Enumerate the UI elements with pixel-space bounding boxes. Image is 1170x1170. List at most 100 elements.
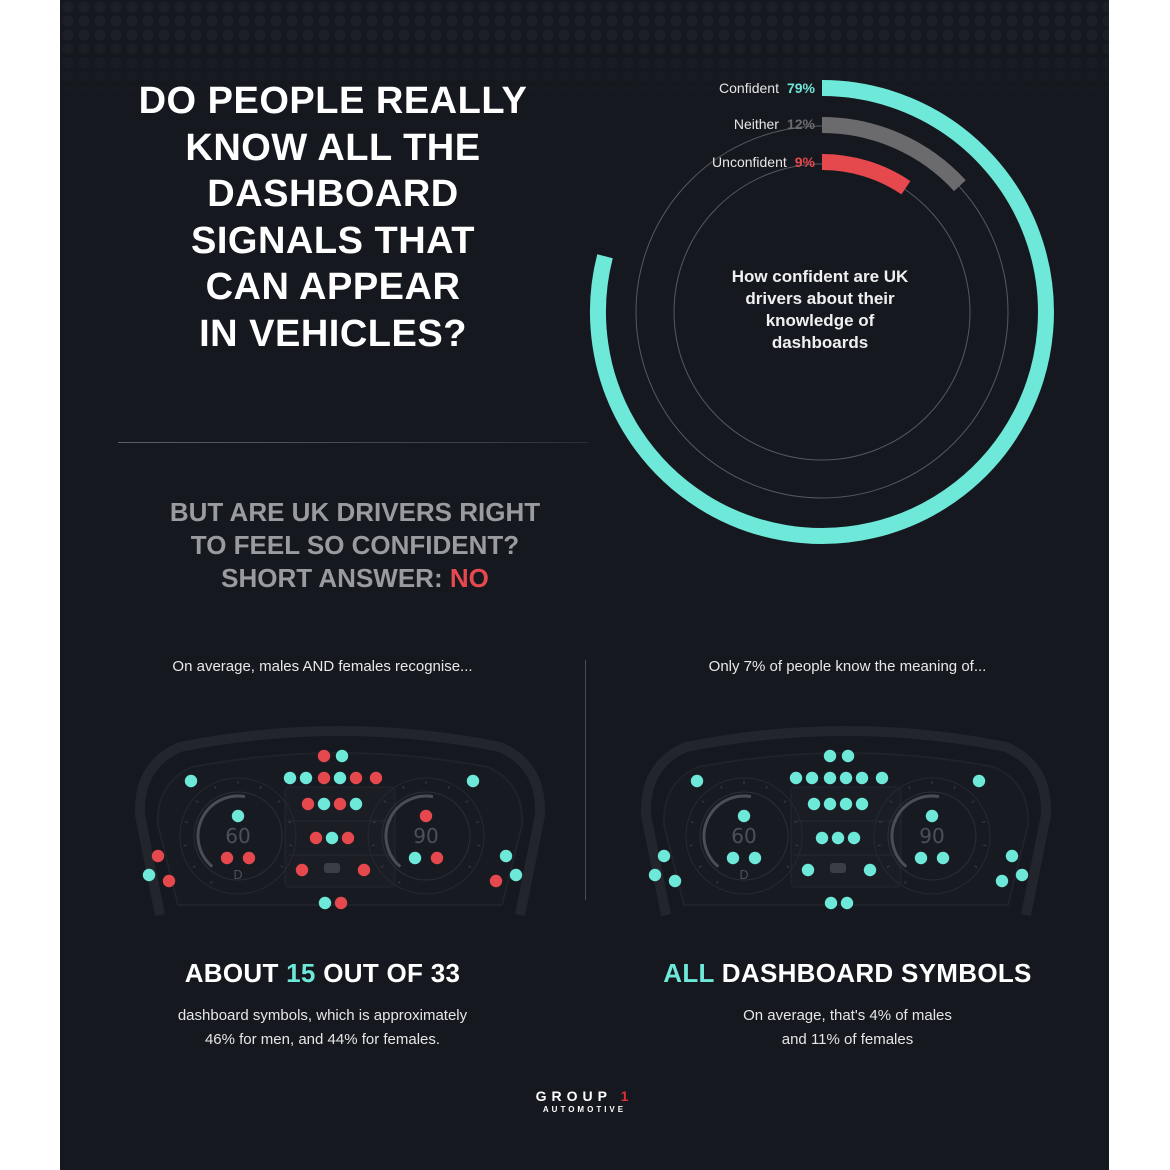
- title-line: DASHBOARD: [207, 173, 459, 215]
- headline-text: ABOUT: [184, 958, 287, 988]
- legend-unconfident: Unconfident 9%: [712, 152, 815, 172]
- symbol-dot-unrecognised: [301, 797, 315, 811]
- gauge: 90: [367, 777, 485, 895]
- section-divider: [118, 442, 588, 443]
- symbol-dot-recognised: [668, 874, 682, 888]
- headline-number: 15: [286, 958, 316, 988]
- symbol-dot-recognised: [737, 809, 751, 823]
- symbol-dot-recognised: [824, 896, 838, 910]
- symbol-dot-unrecognised: [357, 863, 371, 877]
- symbol-dot-recognised: [748, 851, 762, 865]
- gauge: 90: [873, 777, 991, 895]
- symbol-dot-recognised: [839, 771, 853, 785]
- right-intro: Only 7% of people know the meaning of...: [708, 658, 987, 675]
- subtext-line: 46% for men, and 44% for females.: [204, 1031, 441, 1048]
- symbol-dot-recognised: [847, 831, 861, 845]
- symbol-dot-recognised: [184, 774, 198, 788]
- title-line: DO PEOPLE REALLY: [138, 80, 528, 122]
- symbol-dot-recognised: [855, 771, 869, 785]
- symbol-dot-recognised: [726, 851, 740, 865]
- symbol-dot-recognised: [317, 797, 331, 811]
- legend-value: 12%: [786, 116, 815, 132]
- symbol-dot-recognised: [325, 831, 339, 845]
- symbol-dot-recognised: [841, 749, 855, 763]
- symbol-dot-recognised: [657, 849, 671, 863]
- symbol-dot-recognised: [231, 809, 245, 823]
- chart-caption: How confident are UK drivers about their…: [731, 267, 909, 352]
- car-icon: [830, 863, 846, 873]
- symbol-dot-unrecognised: [317, 771, 331, 785]
- gear-indicator: D: [739, 868, 748, 882]
- symbol-dot-recognised: [805, 771, 819, 785]
- right-subtext: On average, that's 4% of males and 11% o…: [585, 1004, 1109, 1052]
- title-line: IN VEHICLES?: [199, 312, 467, 355]
- title-line: CAN APPEAR: [205, 266, 461, 308]
- symbol-dot-recognised: [936, 851, 950, 865]
- symbol-dot-recognised: [499, 849, 513, 863]
- symbol-dot-recognised: [925, 809, 939, 823]
- symbol-dot-recognised: [648, 868, 662, 882]
- left-subtext: dashboard symbols, which is approximatel…: [60, 1004, 585, 1052]
- symbol-dot-unrecognised: [309, 831, 323, 845]
- symbol-dot-recognised: [1015, 868, 1029, 882]
- question-line: SHORT ANSWER:: [221, 563, 450, 593]
- gauge-value: 90: [919, 824, 944, 848]
- gauge-value: 60: [225, 824, 250, 848]
- subtext-line: On average, that's 4% of males: [743, 1007, 952, 1024]
- symbol-dot-recognised: [466, 774, 480, 788]
- symbol-dot-unrecognised: [349, 771, 363, 785]
- logo-text: GROUP: [535, 1088, 621, 1104]
- page-title: DO PEOPLE REALLY KNOW ALL THE DASHBOARD …: [120, 78, 546, 357]
- symbol-dot-recognised: [855, 797, 869, 811]
- legend-value: 79%: [786, 80, 815, 96]
- symbol-dot-unrecognised: [295, 863, 309, 877]
- symbol-dot-unrecognised: [489, 874, 503, 888]
- symbol-dot-recognised: [509, 868, 523, 882]
- right-headline: ALL DASHBOARD SYMBOLS: [585, 958, 1109, 989]
- symbol-dot-unrecognised: [341, 831, 355, 845]
- logo-subtext: AUTOMOTIVE: [542, 1105, 627, 1114]
- answer-no: NO: [449, 563, 489, 593]
- symbol-dot-recognised: [299, 771, 313, 785]
- subtext-line: dashboard symbols, which is approximatel…: [177, 1007, 468, 1024]
- gauge-value: 90: [413, 824, 438, 848]
- dashboard-bezel: [640, 726, 1052, 916]
- symbol-dot-unrecognised: [317, 749, 331, 763]
- logo-number: 1: [620, 1088, 634, 1104]
- symbol-dot-recognised: [863, 863, 877, 877]
- dashboard-illustration-right: 60 D 90: [640, 726, 1052, 916]
- left-intro: On average, males AND females recognise.…: [172, 658, 473, 675]
- symbol-dot-recognised: [801, 863, 815, 877]
- symbol-dot-recognised: [807, 797, 821, 811]
- column-divider: [585, 660, 586, 900]
- headline-text: DASHBOARD SYMBOLS: [714, 958, 1032, 988]
- arc-unconfident: [821, 154, 911, 195]
- legend-neither: Neither 12%: [734, 114, 815, 134]
- left-headline: ABOUT 15 OUT OF 33: [60, 958, 585, 989]
- symbol-dot-recognised: [831, 831, 845, 845]
- symbol-dot-recognised: [839, 797, 853, 811]
- dashboard-bezel: [134, 726, 546, 916]
- symbol-dot-unrecognised: [242, 851, 256, 865]
- symbol-dot-recognised: [995, 874, 1009, 888]
- symbol-dot-recognised: [142, 868, 156, 882]
- symbol-dot-recognised: [690, 774, 704, 788]
- dashboard-illustration-left: 60 D 90: [134, 726, 546, 916]
- symbol-dot-recognised: [333, 771, 347, 785]
- symbol-dot-recognised: [789, 771, 803, 785]
- symbol-dot-unrecognised: [430, 851, 444, 865]
- symbol-dot-unrecognised: [419, 809, 433, 823]
- headline-highlight: ALL: [663, 958, 715, 988]
- symbol-dot-recognised: [349, 797, 363, 811]
- symbol-dot-recognised: [914, 851, 928, 865]
- symbol-dot-recognised: [1005, 849, 1019, 863]
- symbol-dot-unrecognised: [333, 797, 347, 811]
- symbol-dot-unrecognised: [162, 874, 176, 888]
- symbol-dot-recognised: [335, 749, 349, 763]
- legend-label: Neither: [733, 116, 779, 132]
- car-icon: [324, 863, 340, 873]
- legend-label: Confident: [719, 80, 779, 96]
- symbol-dot-recognised: [840, 896, 854, 910]
- arc-neither: [821, 117, 966, 192]
- symbol-dot-recognised: [823, 797, 837, 811]
